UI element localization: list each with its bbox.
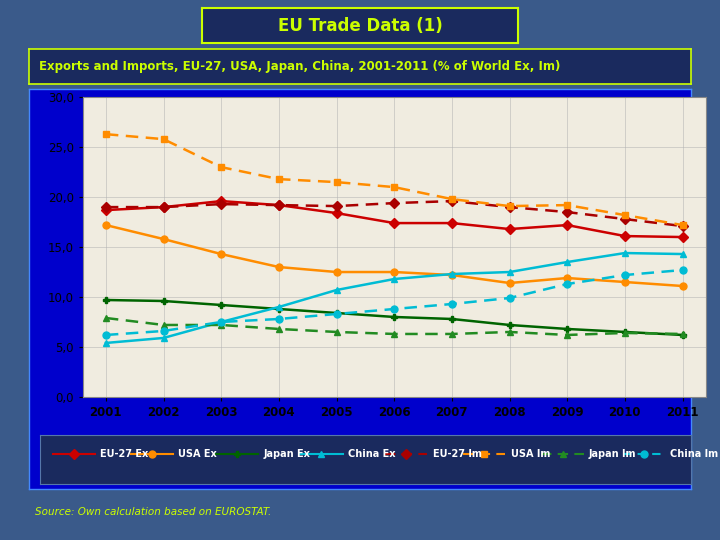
Text: Japan Ex: Japan Ex (263, 449, 310, 458)
Text: China Ex: China Ex (348, 449, 395, 458)
Text: Source: Own calculation based on EUROSTAT.: Source: Own calculation based on EUROSTA… (35, 507, 271, 517)
Text: China Im: China Im (670, 449, 719, 458)
Text: EU-27 Im: EU-27 Im (433, 449, 482, 458)
Text: EU Trade Data (1): EU Trade Data (1) (278, 17, 442, 35)
Text: Exports and Imports, EU-27, USA, Japan, China, 2001-2011 (% of World Ex, Im): Exports and Imports, EU-27, USA, Japan, … (39, 59, 560, 73)
Text: USA Im: USA Im (510, 449, 550, 458)
Text: USA Ex: USA Ex (179, 449, 217, 458)
Text: Japan Im: Japan Im (589, 449, 636, 458)
Text: EU-27 Ex: EU-27 Ex (100, 449, 148, 458)
